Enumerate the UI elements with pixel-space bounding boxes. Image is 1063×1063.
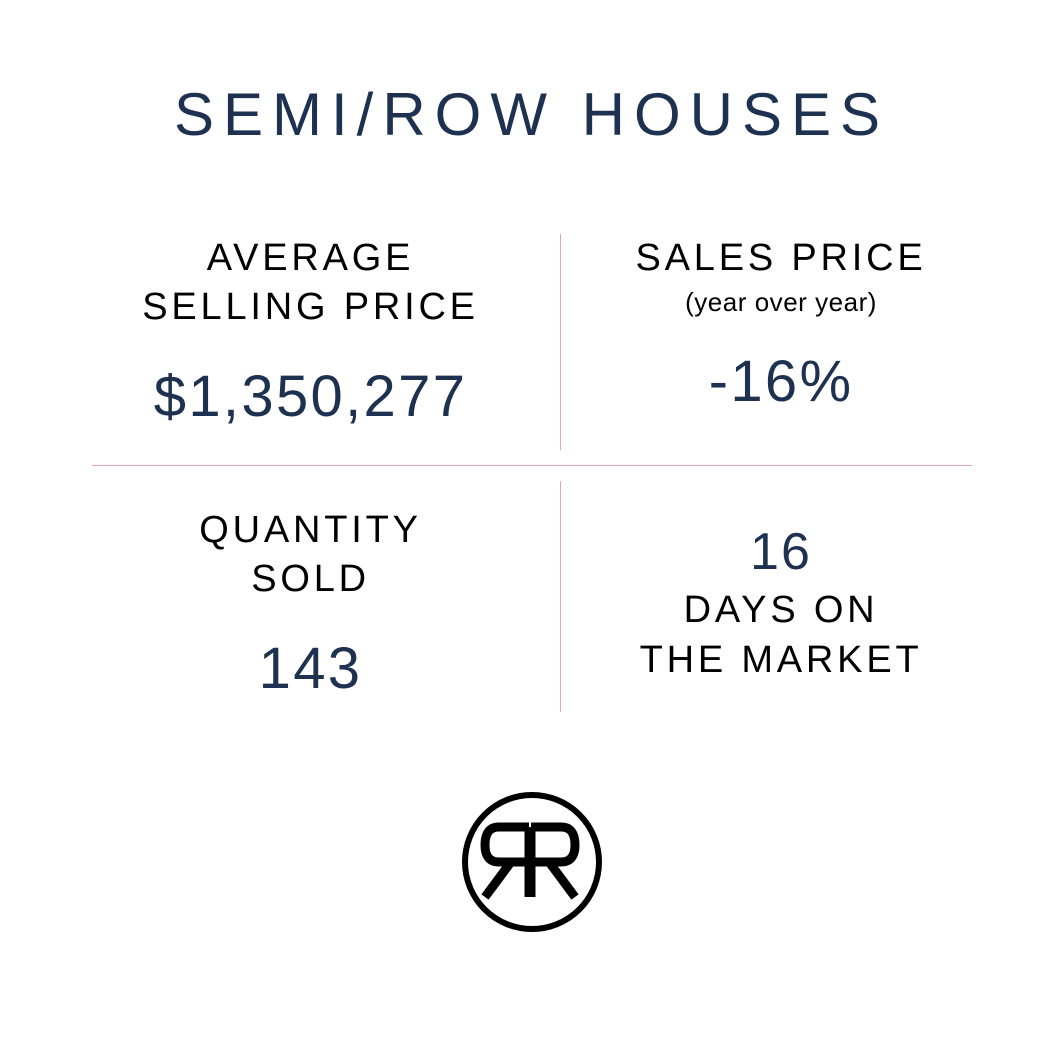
- sales-price-sublabel: (year over year): [591, 287, 972, 318]
- quantity-label-line2: SOLD: [251, 558, 370, 600]
- sales-price-label: SALES PRICE: [591, 234, 972, 283]
- stats-row-2: QUANTITY SOLD 143 16 DAYS ON THE MARKET: [92, 466, 972, 727]
- avg-price-label-line1: AVERAGE: [207, 237, 415, 279]
- quantity-label-line1: QUANTITY: [199, 509, 422, 551]
- dom-label-line1: DAYS ON: [684, 589, 879, 631]
- avg-price-cell: AVERAGE SELLING PRICE $1,350,277: [92, 219, 560, 465]
- dom-cell: 16 DAYS ON THE MARKET: [561, 466, 972, 727]
- sales-price-cell: SALES PRICE (year over year) -16%: [561, 219, 972, 465]
- sales-price-value: -16%: [591, 348, 972, 415]
- dom-label: DAYS ON THE MARKET: [640, 586, 923, 685]
- quantity-value: 143: [92, 635, 530, 702]
- avg-price-label: AVERAGE SELLING PRICE: [92, 234, 530, 333]
- quantity-cell: QUANTITY SOLD 143: [92, 466, 560, 727]
- dom-value: 16: [750, 522, 812, 582]
- dom-label-line2: THE MARKET: [640, 639, 923, 681]
- page-title: SEMI/ROW HOUSES: [174, 80, 889, 149]
- brand-logo-icon: [457, 787, 607, 937]
- avg-price-label-line2: SELLING PRICE: [142, 286, 479, 328]
- avg-price-value: $1,350,277: [92, 363, 530, 430]
- stats-grid: AVERAGE SELLING PRICE $1,350,277 SALES P…: [92, 219, 972, 727]
- stats-row-1: AVERAGE SELLING PRICE $1,350,277 SALES P…: [92, 219, 972, 465]
- quantity-label: QUANTITY SOLD: [92, 506, 530, 605]
